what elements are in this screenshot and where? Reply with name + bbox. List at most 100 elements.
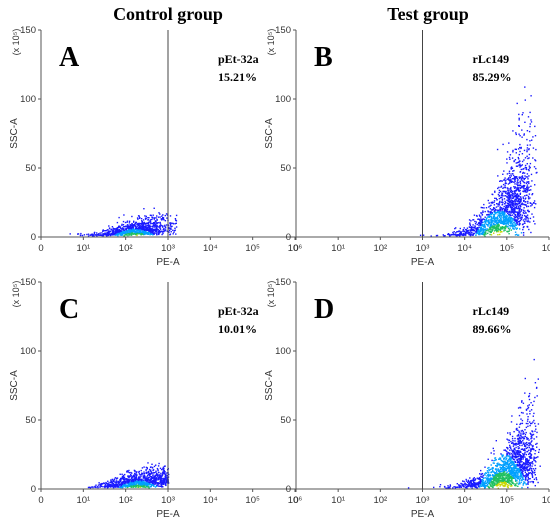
event-point [512,218,514,220]
event-point [520,459,522,462]
event-point [518,210,520,212]
event-point [121,486,123,488]
event-point [162,225,164,227]
event-point [526,184,529,186]
event-point [535,167,537,170]
event-point [504,223,506,225]
x-axis-label: PE-A [156,509,180,520]
event-point [126,227,129,229]
event-point [152,224,155,226]
event-point [516,197,518,200]
event-point [510,480,512,482]
event-point [148,472,151,474]
event-point [119,227,122,229]
event-point [508,464,511,466]
event-point [515,198,517,200]
event-point [499,472,502,474]
event-point [539,465,541,467]
event-point [502,462,505,464]
event-point [109,230,112,233]
event-point [499,229,502,231]
event-point [531,193,533,196]
event-point [132,474,135,476]
event-point [138,476,140,478]
event-point [518,117,520,119]
event-point [500,180,502,182]
event-point [525,467,527,470]
event-point [165,475,167,478]
event-point [513,219,515,221]
event-point [500,477,502,480]
event-point [152,214,154,216]
event-point [154,482,157,484]
event-point [533,456,535,458]
event-point [489,484,492,486]
event-point [131,228,133,231]
event-point [116,477,119,479]
event-point [511,454,514,456]
event-point [498,186,500,189]
event-point [144,478,147,480]
event-point [114,234,116,236]
event-point [512,443,515,445]
event-point [160,230,163,233]
event-point [484,477,486,479]
event-point [476,228,479,230]
event-point [470,226,472,229]
event-point [133,484,135,486]
event-point [522,190,524,192]
event-point [156,228,159,230]
event-point [486,228,488,230]
event-point [502,476,504,479]
event-point [497,210,499,212]
event-point [531,213,533,215]
event-point [531,461,533,464]
event-point [485,485,488,487]
event-point [118,216,120,219]
event-point [491,201,493,203]
event-point [512,170,514,172]
event-point [533,438,535,440]
event-point [525,176,528,178]
event-point [509,462,511,465]
event-point [519,455,521,457]
event-point [483,228,485,230]
event-point [464,486,467,489]
event-point [527,422,529,425]
event-point [495,469,497,471]
event-point [526,446,529,449]
scatter-points-A [69,207,178,237]
event-point [104,230,107,232]
event-point [477,483,479,485]
event-point [514,483,517,485]
event-point [525,188,528,191]
event-point [524,164,527,167]
event-point [110,228,113,230]
event-point [495,217,497,219]
event-point [469,229,471,231]
event-point [138,478,140,480]
event-point [159,223,162,225]
event-point [464,484,466,486]
event-point [500,201,503,203]
event-point [509,433,511,436]
event-point [459,230,461,233]
event-point [528,193,531,195]
event-point [528,478,530,480]
event-point [93,234,95,236]
event-point [153,217,156,219]
event-point [103,482,106,484]
event-point [523,226,525,228]
event-point [488,486,490,489]
event-point [517,189,520,192]
x-tick-label: 10¹ [331,495,345,506]
event-point [511,222,513,224]
event-point [125,227,128,230]
event-point [508,483,510,485]
event-point [524,456,526,458]
panel-A: 0 10¹ 10² 10³ 10⁴ 10⁵ 10⁶050100150PE-ASSC-A(x … [9,25,302,268]
event-point [524,377,526,380]
event-point [514,475,516,477]
event-point [153,207,155,209]
event-point [480,480,482,482]
